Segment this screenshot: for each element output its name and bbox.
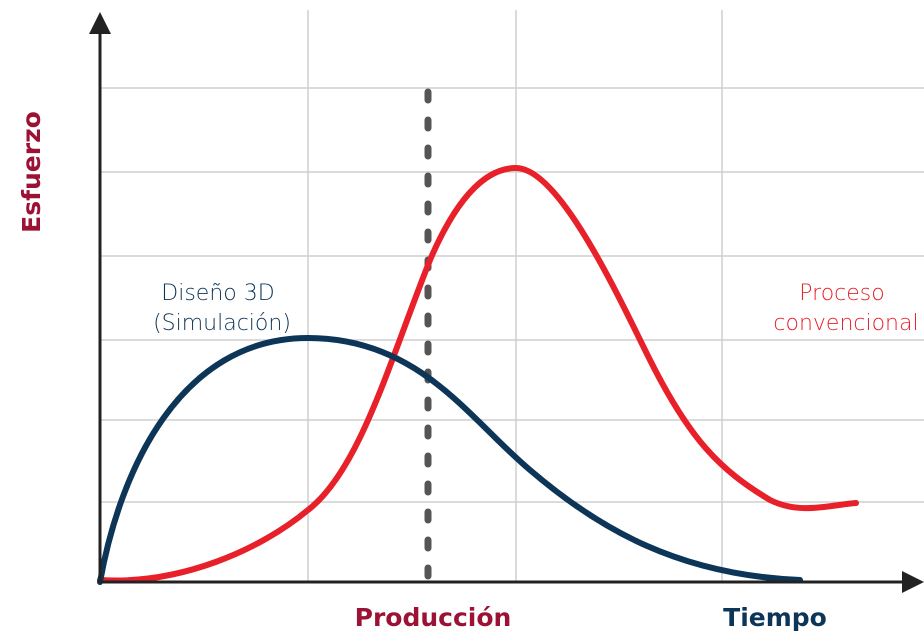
x-axis-arrow — [902, 571, 924, 593]
y-axis-arrow — [89, 12, 111, 34]
x-axis-label: Tiempo — [723, 603, 827, 632]
curve-label: convencional — [773, 311, 918, 336]
y-axis-label: Esfuerzo — [17, 111, 46, 233]
curve-label: Proceso — [799, 281, 884, 306]
conventional-curve — [97, 164, 859, 584]
simulation-curve — [97, 334, 803, 585]
curve-label: (Simulación) — [153, 311, 291, 336]
marker-label: Producción — [355, 603, 512, 632]
curve-label: Diseño 3D — [161, 281, 274, 306]
grid — [100, 10, 924, 582]
